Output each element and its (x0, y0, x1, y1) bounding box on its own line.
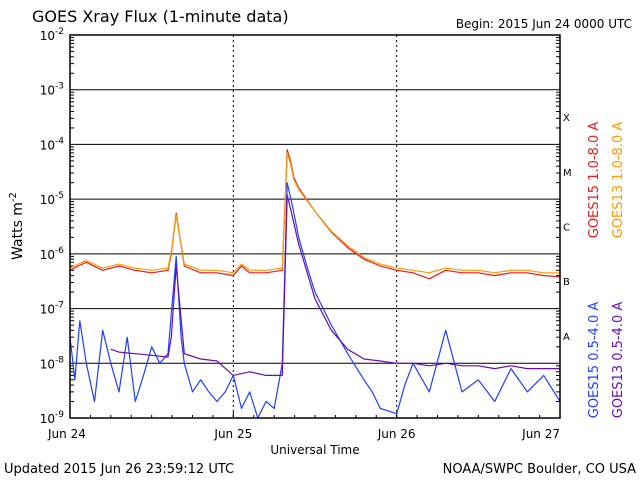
series-line (110, 194, 560, 376)
y-tick-exponent: -4 (55, 136, 64, 146)
x-axis-label: Universal Time (270, 443, 359, 457)
y-axis-label-text: Watts m (10, 202, 26, 260)
x-tick-labels: Jun 24 Jun 25 Jun 26 Jun 27 (47, 427, 560, 441)
y-tick-labels: 10-210-310-410-510-610-710-810-9 (40, 27, 65, 426)
chart-title: GOES Xray Flux (1-minute data) (32, 7, 289, 26)
y-axis-label: Watts m-2 (8, 192, 26, 260)
y-tick-exponent: -8 (55, 355, 64, 365)
y-tick-mantissa: 10 (40, 84, 55, 98)
y-tick-mantissa: 10 (40, 412, 55, 426)
y-tick-label: 10-6 (40, 246, 65, 262)
plot-frame (69, 34, 561, 419)
legend-entry: GOES15 0.5-4.0 A (587, 302, 602, 419)
flare-class-label: C (563, 223, 570, 234)
y-tick-label: 10-3 (40, 82, 64, 98)
y-tick-mantissa: 10 (40, 193, 55, 207)
y-tick-exponent: -5 (55, 191, 64, 201)
y-tick-exponent: -3 (55, 82, 64, 92)
x-tick-label: Jun 26 (377, 427, 416, 441)
y-tick-label: 10-4 (40, 136, 65, 152)
series-line (69, 182, 561, 419)
x-tick-label: Jun 27 (521, 427, 560, 441)
y-tick-label: 10-2 (40, 27, 64, 43)
y-tick-label: 10-5 (40, 191, 64, 207)
legend-entry: GOES13 0.5-4.0 A (611, 302, 626, 419)
flare-class-label: B (563, 277, 570, 288)
flare-class-label: M (563, 168, 572, 179)
y-tick-label: 10-7 (40, 301, 64, 317)
credit-label: NOAA/SWPC Boulder, CO USA (443, 462, 636, 477)
y-tick-exponent: -6 (55, 246, 64, 256)
grid-layer (69, 34, 561, 419)
y-tick-exponent: -9 (55, 410, 64, 420)
legend: GOES15 1.0-8.0 A GOES13 1.0-8.0 A GOES15 0… (587, 122, 626, 419)
y-tick-label: 10-9 (40, 410, 65, 426)
legend-entry: GOES13 1.0-8.0 A (611, 122, 626, 239)
y-tick-mantissa: 10 (40, 303, 55, 317)
y-axis-label-exponent: -2 (8, 192, 19, 202)
flare-class-labels: X M C B A (563, 113, 572, 343)
begin-label: Begin: 2015 Jun 24 0000 UTC (456, 17, 632, 31)
y-tick-exponent: -2 (55, 27, 64, 37)
y-tick-mantissa: 10 (40, 138, 55, 152)
y-tick-exponent: -7 (55, 301, 64, 311)
y-tick-mantissa: 10 (40, 29, 55, 43)
flare-class-label: A (563, 332, 570, 343)
x-tick-label: Jun 24 (47, 427, 86, 441)
series-layer (69, 149, 561, 419)
series-line (69, 149, 561, 280)
x-tick-label: Jun 25 (213, 427, 252, 441)
y-tick-mantissa: 10 (40, 357, 55, 371)
y-tick-mantissa: 10 (40, 248, 55, 262)
flare-class-label: X (563, 113, 570, 124)
y-tick-label: 10-8 (40, 355, 65, 371)
series-line (69, 152, 560, 274)
legend-entry: GOES15 1.0-8.0 A (587, 122, 602, 239)
updated-timestamp: Updated 2015 Jun 26 23:59:12 UTC (4, 462, 234, 477)
